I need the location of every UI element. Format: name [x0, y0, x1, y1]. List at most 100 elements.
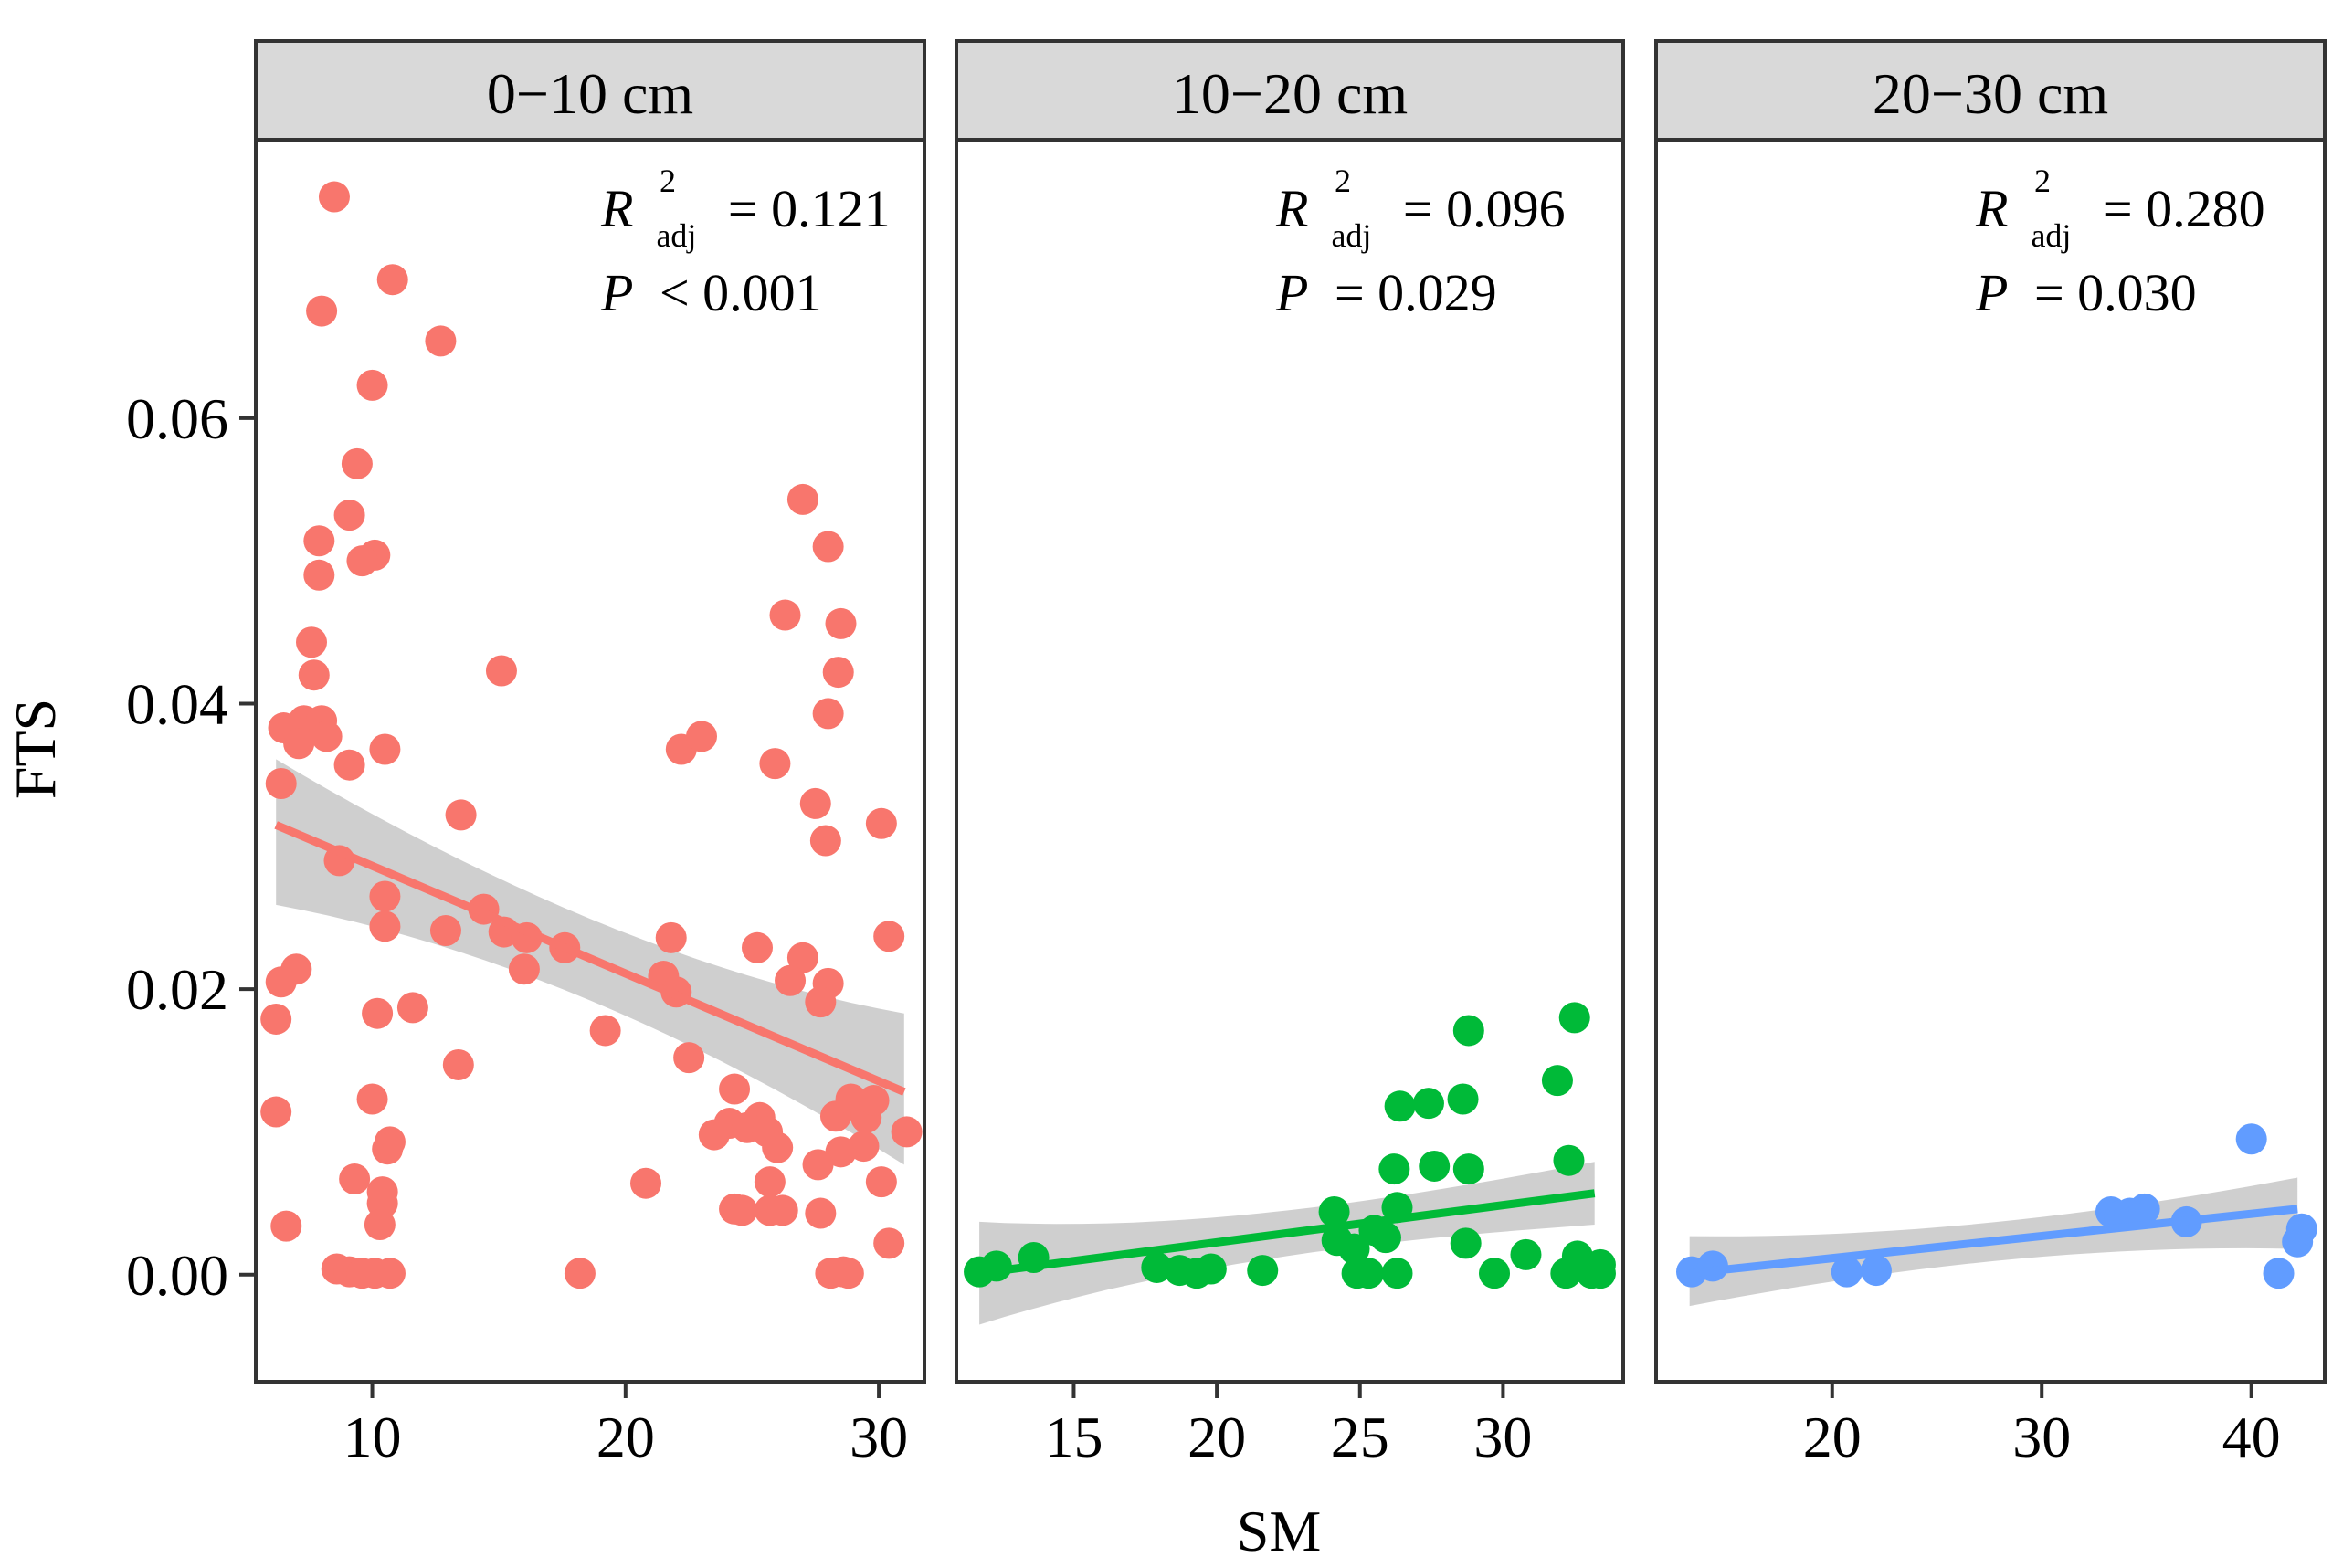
panel-0-10cm: 0−10 cm 10 20 30 R 2 adj = 0.121 P < 0.001 [254, 39, 926, 1469]
x-tick-label: 20 [1803, 1405, 1862, 1469]
panel-title: 0−10 cm [487, 61, 693, 126]
data-point [369, 880, 401, 912]
data-point [374, 1258, 406, 1289]
data-point [318, 181, 350, 213]
y-axis-title: FTS [3, 699, 68, 799]
data-point [1510, 1238, 1542, 1270]
data-point [1338, 1233, 1370, 1265]
x-tick-label: 40 [2222, 1405, 2281, 1469]
data-point [260, 1096, 292, 1128]
data-point [1141, 1251, 1173, 1283]
x-tick-label: 30 [1473, 1405, 1532, 1469]
data-point [1412, 1088, 1444, 1120]
data-point [1369, 1222, 1401, 1254]
confidence-band-area [979, 1162, 1595, 1325]
x-tick-label: 30 [850, 1405, 908, 1469]
data-point [1195, 1253, 1227, 1285]
panel-title: 20−30 cm [1873, 61, 2108, 126]
data-point [2235, 1123, 2267, 1155]
data-point [719, 1073, 751, 1105]
x-axis-ticks: 15 20 25 30 [1044, 1382, 1532, 1469]
data-point [865, 807, 897, 839]
data-point [1553, 1144, 1585, 1176]
data-point [341, 447, 373, 479]
data-point [759, 748, 791, 780]
data-point [655, 921, 687, 953]
data-point [303, 525, 335, 557]
r2-label: R 2 adj = 0.280 [1975, 144, 2265, 258]
data-point [425, 325, 457, 357]
data-point [283, 728, 315, 760]
x-tick-label: 20 [596, 1405, 655, 1469]
fit-line-group [274, 821, 906, 1096]
x-tick-label: 15 [1044, 1405, 1103, 1469]
data-point [2285, 1213, 2317, 1245]
data-point [589, 1015, 621, 1047]
x-tick-label: 30 [2012, 1405, 2071, 1469]
y-axis: 0.00 0.02 0.04 0.06 [126, 386, 256, 1308]
data-point [508, 953, 540, 985]
regression-line [978, 1189, 1596, 1278]
x-axis-title: SM [1237, 1499, 1322, 1563]
data-point [306, 295, 338, 327]
data-point [442, 1048, 474, 1080]
data-point [1378, 1153, 1410, 1185]
data-point [809, 825, 841, 857]
data-point [333, 500, 365, 531]
data-point [346, 545, 378, 577]
p-value-label: P = 0.030 [1975, 263, 2197, 322]
panel-border [955, 138, 1625, 1384]
data-point [1561, 1248, 1593, 1280]
data-point [1831, 1256, 1863, 1288]
data-point [396, 992, 428, 1024]
data-point [311, 721, 343, 752]
x-axis-ticks: 10 20 30 [343, 1382, 908, 1469]
panel-strip [254, 39, 926, 142]
data-point [786, 483, 818, 515]
data-point [376, 264, 408, 296]
data-point [1247, 1255, 1279, 1287]
data-point [265, 966, 297, 998]
data-point [1447, 1083, 1479, 1115]
data-point [2128, 1193, 2160, 1225]
panel-title: 10−20 cm [1172, 61, 1408, 126]
data-point [802, 1149, 834, 1181]
x-tick-label: 20 [1187, 1405, 1246, 1469]
data-point [1381, 1258, 1413, 1289]
panel-border [254, 138, 926, 1384]
data-point [1558, 1002, 1590, 1034]
data-point [873, 921, 905, 952]
data-point [822, 657, 854, 689]
panel-10-20cm: 10−20 cm 15 20 25 30 R 2 adj = 0.096 P = 0.… [955, 39, 1625, 1469]
data-point [762, 1131, 794, 1163]
data-point [1479, 1258, 1511, 1289]
data-point [445, 799, 477, 831]
data-point [1450, 1227, 1482, 1259]
x-tick-label: 25 [1331, 1405, 1389, 1469]
data-point [485, 655, 517, 687]
regression-line [274, 821, 906, 1096]
data-point [1860, 1255, 1892, 1287]
data-point [303, 559, 335, 591]
data-point [865, 1166, 897, 1198]
data-point [769, 599, 801, 631]
x-axis-ticks: 20 30 40 [1803, 1382, 2281, 1469]
data-point [775, 964, 807, 996]
data-point [339, 1163, 371, 1195]
data-point [1541, 1065, 1573, 1097]
fit-line-group [1689, 1205, 2298, 1278]
data-point [786, 942, 818, 973]
r2-label: R 2 adj = 0.096 [1275, 144, 1566, 258]
data-point [369, 733, 401, 765]
data-point [686, 721, 717, 752]
data-point [630, 1167, 661, 1199]
data-point [812, 531, 844, 563]
p-value-label: P = 0.029 [1275, 263, 1497, 322]
data-point [742, 931, 773, 963]
data-point [891, 1116, 923, 1148]
y-tick-label: 0.02 [126, 957, 228, 1022]
data-point [726, 1194, 758, 1226]
panel-border [1654, 138, 2327, 1384]
data-point [1384, 1090, 1416, 1122]
panel-strip [1654, 39, 2327, 142]
